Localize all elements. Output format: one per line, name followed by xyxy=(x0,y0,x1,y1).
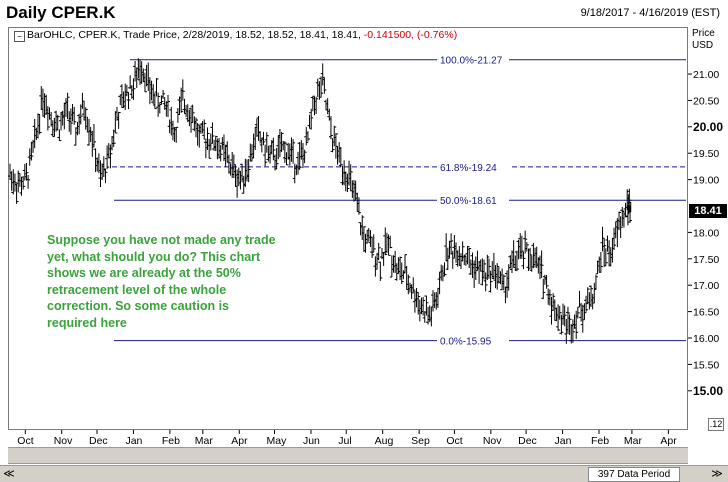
price-label: Price xyxy=(692,28,715,39)
y-tick-label: 17.00 xyxy=(693,280,719,292)
x-month-label: Dec xyxy=(518,435,537,447)
fib-label-bg xyxy=(437,53,509,66)
x-month-label: Mar xyxy=(195,435,214,447)
x-month-label: Dec xyxy=(89,435,108,447)
y-tick-label: 16.50 xyxy=(693,307,719,319)
x-month-label: Mar xyxy=(624,435,643,447)
x-month-label: Jun xyxy=(303,435,320,447)
scrollbar[interactable]: ≪ ≫ 397 Data Period xyxy=(0,465,728,482)
annotation-text: Suppose you have not made any trade yet,… xyxy=(47,233,276,330)
quarter-axis xyxy=(8,447,688,464)
date-range: 9/18/2017 - 4/16/2019 (EST) xyxy=(580,7,720,19)
x-month-label: Nov xyxy=(483,435,502,447)
y-tick-label: 17.50 xyxy=(693,254,719,266)
fib-label: 50.0%-18.61 xyxy=(440,196,497,207)
scroll-right-icon[interactable]: ≫ xyxy=(711,468,723,480)
y-tick-label: 15.00 xyxy=(693,384,723,398)
x-month-label: Aug xyxy=(375,435,394,447)
legend-change: -0.141500, (-0.76%) xyxy=(363,29,458,41)
x-month-label: Sep xyxy=(411,435,430,447)
y-tick-label: 18.00 xyxy=(693,227,719,239)
chart-header: Daily CPER.K 9/18/2017 - 4/16/2019 (EST) xyxy=(0,0,728,26)
scroll-left-icon[interactable]: ≪ xyxy=(3,468,15,480)
y-tick-label: 21.00 xyxy=(693,69,719,81)
x-month-label: Jan xyxy=(125,435,142,447)
price-axis-title: Price USD xyxy=(692,28,715,52)
fib-label: 100.0%-21.27 xyxy=(440,56,503,67)
last-price-tag: 18.41 xyxy=(689,204,727,218)
currency-label: USD xyxy=(692,40,714,51)
x-month-label: Feb xyxy=(162,435,180,447)
x-month-label: Jul xyxy=(338,435,351,447)
fib-label-bg xyxy=(437,334,509,347)
x-month-label: Oct xyxy=(17,435,33,447)
collapse-icon[interactable]: − xyxy=(14,31,25,42)
y-tick-label: 20.50 xyxy=(693,95,719,107)
x-month-label: Jan xyxy=(555,435,572,447)
x-month-label: Apr xyxy=(231,435,248,447)
x-month-label: Apr xyxy=(660,435,677,447)
x-month-label: Feb xyxy=(591,435,609,447)
y-tick-label: 15.50 xyxy=(693,359,719,371)
data-period-field[interactable]: 397 Data Period xyxy=(588,467,680,482)
y-tick-label: 20.00 xyxy=(693,120,723,134)
x-month-label: Oct xyxy=(446,435,462,447)
fib-label-bg xyxy=(437,160,509,173)
chart-title: Daily CPER.K xyxy=(6,3,116,22)
price-chart[interactable]: 100.0%-21.27 61.8%-19.24 50.0%-18.61 0.0%-1… xyxy=(0,0,728,465)
y-tick-label: 16.00 xyxy=(693,333,719,345)
page-indicator[interactable]: .12 xyxy=(708,418,724,431)
fib-label: 61.8%-19.24 xyxy=(440,163,497,174)
y-tick-label: 19.00 xyxy=(693,175,719,187)
x-month-label: Nov xyxy=(54,435,73,447)
fib-label-bg xyxy=(437,194,509,207)
x-month-label: May xyxy=(267,435,288,447)
plot-area[interactable] xyxy=(8,27,688,430)
series-legend: − BarOHLC, CPER.K, Trade Price, 2/28/2019… xyxy=(14,29,457,42)
legend-text: BarOHLC, CPER.K, Trade Price, 2/28/2019,… xyxy=(27,29,361,41)
y-tick-label: 19.50 xyxy=(693,148,719,160)
fib-label: 0.0%-15.95 xyxy=(440,337,492,348)
